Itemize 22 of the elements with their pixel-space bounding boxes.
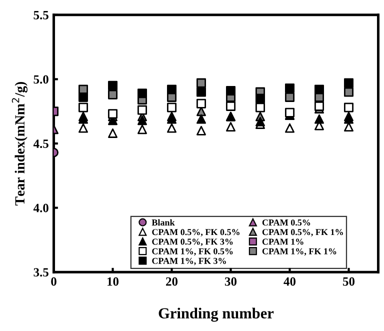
x-axis-title: Grinding number <box>158 308 274 322</box>
y-axis-title: Tear index(mNm$^{2}$/g) <box>12 82 28 206</box>
y-tick-label: 5.0 <box>34 75 48 84</box>
x-tick-label: 10 <box>108 277 119 286</box>
y-tick-label: 4.0 <box>33 204 48 212</box>
legend-label: CPAM 0.5%, FK 1% <box>262 229 343 236</box>
legend-label: CPAM 0.5% <box>262 219 310 226</box>
x-tick-label: 40 <box>284 277 296 286</box>
y-tick-label: 3.5 <box>34 268 48 277</box>
legend-label: CPAM 0.5%, FK 0.5% <box>152 229 240 236</box>
y-tick-label: 4.5 <box>33 140 48 148</box>
x-tick-label: 50 <box>342 277 355 286</box>
x-tick-label: 30 <box>224 277 237 286</box>
x-tick-label: 0 <box>51 277 56 286</box>
legend-label: CPAM 0.5%, FK 3% <box>152 238 233 246</box>
legend-label: Blank <box>152 219 175 226</box>
legend-label: CPAM 1%, FK 0.5% <box>152 248 233 256</box>
y-tick-label: 5.5 <box>34 11 48 20</box>
legend-label: CPAM 1% <box>262 238 304 245</box>
legend-label: CPAM 1%, FK 1% <box>262 248 336 256</box>
x-tick-label: 20 <box>166 277 178 286</box>
legend-label: CPAM 1%, FK 3% <box>152 258 226 266</box>
